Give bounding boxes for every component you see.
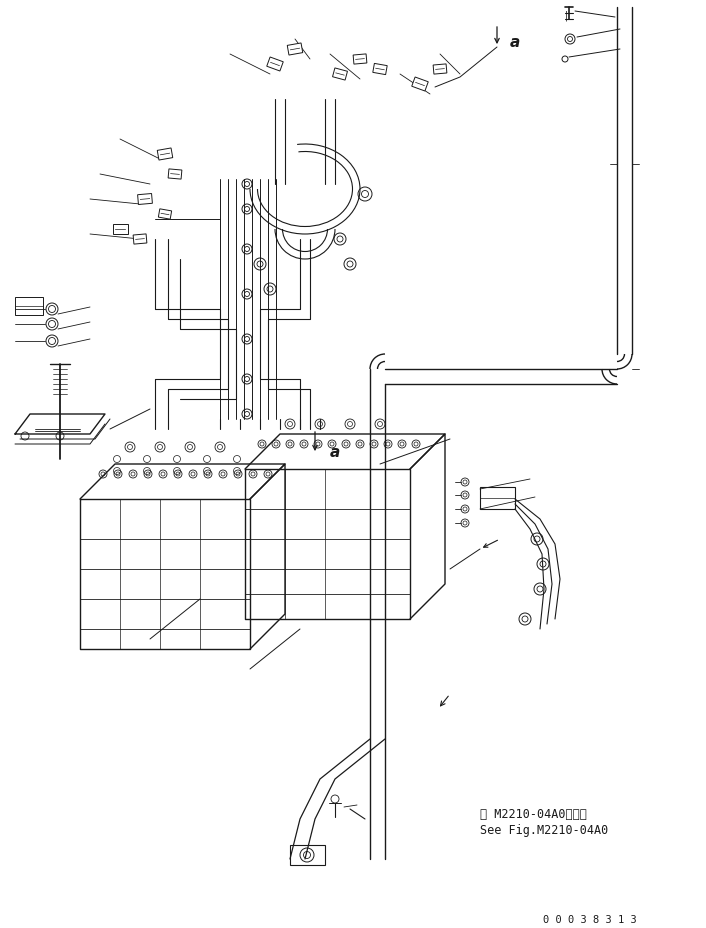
Polygon shape bbox=[412, 78, 429, 92]
Bar bbox=[290, 845, 325, 865]
Bar bbox=[15, 298, 43, 316]
Polygon shape bbox=[433, 65, 447, 75]
Polygon shape bbox=[133, 235, 147, 245]
Polygon shape bbox=[287, 44, 303, 56]
Text: a: a bbox=[330, 445, 340, 459]
Polygon shape bbox=[333, 69, 347, 81]
Text: 0 0 0 3 8 3 1 3: 0 0 0 3 8 3 1 3 bbox=[543, 914, 637, 924]
Polygon shape bbox=[168, 170, 182, 180]
Polygon shape bbox=[138, 194, 152, 205]
Bar bbox=[480, 487, 515, 509]
Polygon shape bbox=[373, 64, 387, 75]
Text: See Fig.M2210-04A0: See Fig.M2210-04A0 bbox=[480, 823, 609, 836]
Polygon shape bbox=[158, 210, 172, 220]
Polygon shape bbox=[267, 58, 283, 72]
Text: a: a bbox=[510, 35, 520, 50]
Text: |: | bbox=[565, 10, 568, 20]
Polygon shape bbox=[112, 225, 128, 235]
Polygon shape bbox=[157, 148, 173, 161]
Polygon shape bbox=[353, 55, 367, 65]
Text: 第 M2210-04A0図参照: 第 M2210-04A0図参照 bbox=[480, 807, 587, 820]
